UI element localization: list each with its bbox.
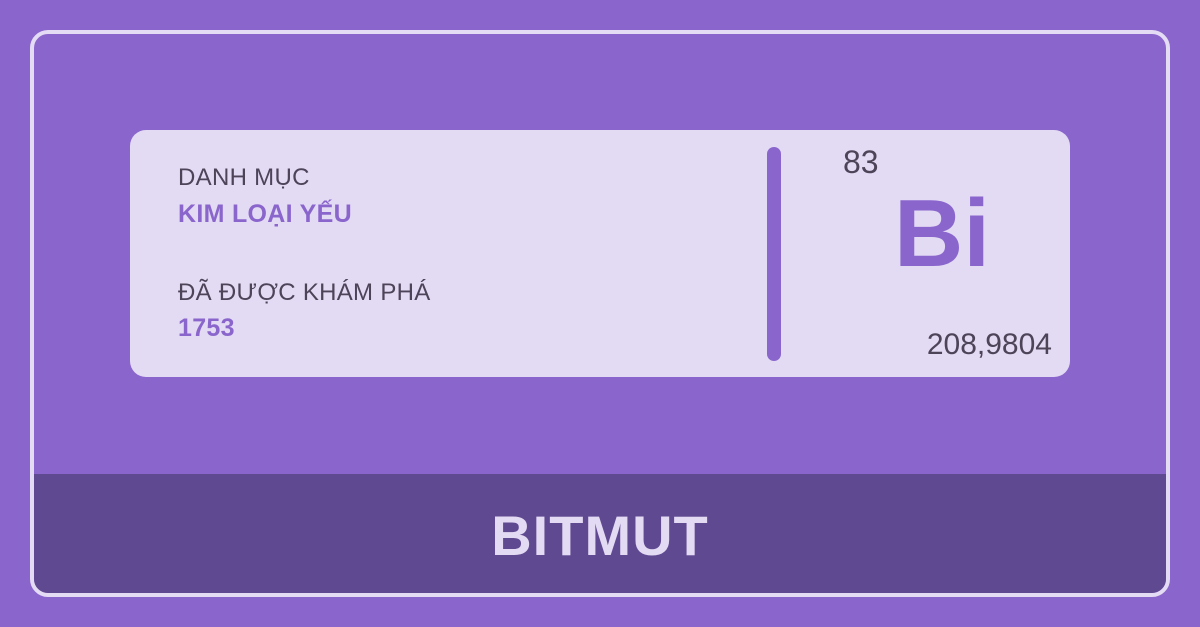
footer-banner: BITMUT — [34, 474, 1166, 593]
discovered-value: 1753 — [178, 314, 235, 342]
vertical-divider — [767, 147, 781, 361]
element-card: DANH MỤC KIM LOẠI YẾU ĐÃ ĐƯỢC KHÁM PHÁ 1… — [130, 130, 1070, 377]
category-value: KIM LOẠI YẾU — [178, 200, 352, 228]
element-frame: DANH MỤC KIM LOẠI YẾU ĐÃ ĐƯỢC KHÁM PHÁ 1… — [30, 30, 1170, 597]
category-label: DANH MỤC — [178, 164, 310, 191]
atomic-mass: 208,9804 — [926, 328, 1052, 361]
discovered-label: ĐÃ ĐƯỢC KHÁM PHÁ — [178, 279, 431, 306]
atomic-number: 83 — [843, 144, 879, 180]
element-symbol: Bi — [894, 180, 990, 287]
element-name: BITMUT — [491, 504, 709, 567]
